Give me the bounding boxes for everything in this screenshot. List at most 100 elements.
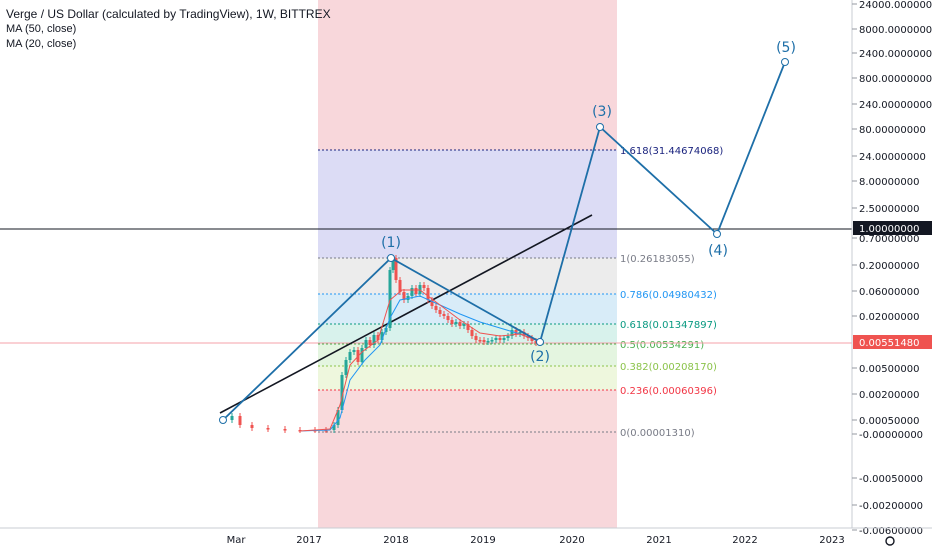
y-tick-label: 0.20000000	[859, 261, 919, 272]
candle-body	[442, 314, 446, 316]
x-tick-label: 2022	[732, 535, 757, 546]
candle-body	[368, 340, 372, 345]
y-tick-label: 24000.00000000	[859, 0, 932, 11]
ma20-line	[299, 289, 537, 432]
fib-label: 0.382(0.00208170)	[620, 362, 717, 373]
wave-label: (4)	[708, 243, 728, 259]
fib-zone-2	[318, 258, 617, 294]
candle-body	[266, 428, 270, 430]
fib-label: 0.786(0.04980432)	[620, 290, 717, 301]
y-tick-label: -0.00600000	[859, 526, 923, 537]
candle-body	[458, 322, 462, 326]
candle-body	[450, 320, 454, 324]
trend-line	[219, 214, 593, 414]
wave-label: (2)	[530, 349, 550, 365]
fib-label: 0.618(0.01347897)	[620, 320, 717, 331]
candle-body	[438, 310, 442, 314]
candle-body	[490, 340, 494, 342]
y-tick-label: 0.02000000	[859, 312, 919, 323]
candle-body	[336, 410, 340, 425]
fib-label: 0.5(0.00534291)	[620, 340, 704, 351]
price-tag	[853, 221, 932, 235]
wave-label: (5)	[776, 40, 796, 56]
candle-body	[324, 430, 328, 432]
candle-body	[398, 280, 402, 292]
fib-zone-8	[318, 432, 617, 528]
price-tag-label: 0.00551480	[859, 338, 919, 349]
y-tick-label: 24.00000000	[859, 152, 926, 163]
candle-body	[434, 306, 438, 310]
wave-point-2	[536, 338, 544, 346]
candle-body	[518, 332, 522, 334]
candle-body	[250, 425, 254, 428]
candle-body	[360, 348, 364, 362]
candle-body	[430, 300, 434, 306]
candle-body	[410, 288, 414, 296]
candle-body	[394, 258, 398, 280]
y-tick-label: 8.00000000	[859, 177, 919, 188]
candle-body	[364, 340, 368, 348]
candle-body	[474, 336, 478, 340]
candle-body	[502, 338, 506, 340]
x-tick-label: Mar	[227, 535, 247, 546]
y-tick-label: 0.00500000	[859, 364, 919, 375]
x-tick-label: 2018	[383, 535, 408, 546]
candle-body	[478, 340, 482, 342]
candle-body	[498, 338, 502, 340]
y-tick-label: 0.00050000	[859, 416, 919, 427]
wave-label: (1)	[381, 235, 401, 251]
candle-body	[344, 360, 348, 375]
wave-point-4	[713, 230, 721, 238]
fib-label: 1(0.26183055)	[620, 254, 695, 265]
candle-body	[332, 425, 336, 430]
candle-body	[352, 350, 356, 352]
ma50-line	[299, 295, 537, 432]
fib-zone-1	[318, 150, 617, 258]
y-tick-label: -0.00200000	[859, 501, 923, 512]
fib-zone-5	[318, 344, 617, 366]
y-tick-label: 0.06000000	[859, 287, 919, 298]
candle-body	[510, 330, 514, 336]
wave-point-0	[219, 416, 227, 424]
ma50-legend[interactable]: MA (50, close)	[6, 23, 77, 35]
candle-body	[506, 336, 510, 338]
candle-body	[454, 322, 458, 324]
y-tick-label: 8000.00000000	[859, 25, 932, 36]
price-tag	[853, 335, 932, 349]
y-tick-label: 0.70000000	[859, 234, 919, 245]
wave-point-1	[387, 254, 395, 262]
y-tick-label: 2400.00000000	[859, 49, 932, 60]
candle-body	[470, 330, 474, 336]
x-tick-label: 2021	[646, 535, 671, 546]
fib-zone-0	[318, 0, 617, 150]
y-tick-label: -0.00000000	[859, 430, 923, 441]
chart-title: Verge / US Dollar (calculated by Trading…	[6, 7, 331, 21]
fib-zone-3	[318, 294, 617, 324]
y-tick-label: 240.00000000	[859, 100, 932, 111]
candle-body	[283, 429, 287, 431]
y-tick-label: 0.00200000	[859, 390, 919, 401]
wave-label: (3)	[592, 104, 612, 120]
x-tick-label: 2020	[559, 535, 584, 546]
wave-path	[222, 61, 786, 421]
candle-body	[514, 330, 518, 334]
ma20-legend[interactable]: MA (20, close)	[6, 38, 77, 50]
candle-body	[426, 288, 430, 300]
candle-body	[340, 375, 344, 410]
fib-zone-6	[318, 366, 617, 390]
y-tick-label: 80.00000000	[859, 125, 926, 136]
x-tick-label: 2023	[819, 535, 844, 546]
wave-point-5	[781, 58, 789, 66]
candle-body	[230, 416, 234, 420]
fib-label: 0(0.00001310)	[620, 428, 695, 439]
wave-point-3	[596, 123, 604, 131]
candle-body	[348, 352, 352, 360]
y-tick-label: 800.00000000	[859, 74, 932, 85]
candle-body	[486, 341, 490, 343]
candle-body	[372, 335, 376, 345]
candle-body	[414, 288, 418, 294]
fib-label: 0.236(0.00060396)	[620, 386, 717, 397]
fib-label: 1.618(31.44674068)	[620, 146, 723, 157]
